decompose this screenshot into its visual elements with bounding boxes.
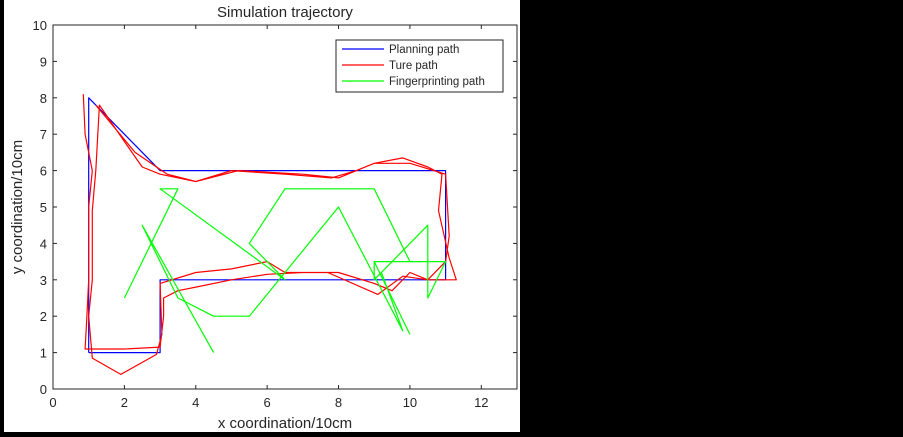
figure: Simulation trajectory 0 2 4 6 8 10 12 0 1 2 3 4 5 6 7 8…: [0, 0, 520, 432]
y-tick-label: 6: [40, 164, 47, 179]
y-tick-label: 9: [40, 54, 47, 69]
legend-label-true: Ture path: [389, 60, 438, 72]
series-line-fingerprinting-path: [123, 188, 447, 353]
y-tick-label: 5: [40, 200, 47, 215]
x-tick-label: 4: [192, 395, 199, 410]
legend-label-fingerprinting: Fingerprinting path: [389, 76, 485, 88]
series-line-ture-path: [82, 94, 457, 375]
series-segment: [373, 261, 411, 335]
y-tick-label: 2: [40, 309, 47, 324]
x-axis-label: x coordination/10cm: [218, 415, 352, 432]
x-tick-label: 6: [264, 395, 271, 410]
y-tick-label: 3: [40, 273, 47, 288]
y-tick-label: 7: [40, 127, 47, 142]
legend-label-planning: Planning path: [389, 44, 459, 56]
y-tick-label: 8: [40, 91, 47, 106]
x-tick-label: 12: [474, 395, 488, 410]
legend: Planning path Ture path Fingerprinting p…: [335, 39, 504, 93]
x-tick-label: 0: [49, 395, 56, 410]
x-tick-label: 2: [121, 395, 128, 410]
chart-title: Simulation trajectory: [217, 4, 353, 21]
y-axis-label: y coordination/10cm: [9, 140, 26, 274]
y-tick-label: 4: [40, 236, 47, 251]
chart: Simulation trajectory 0 2 4 6 8 10 12012345678…: [9, 4, 518, 432]
plot-lines: [82, 94, 457, 375]
y-tick-label: 1: [40, 346, 47, 361]
x-tick-label: 8: [335, 395, 342, 410]
y-tick-label: 10: [33, 18, 47, 33]
x-tick-label: 10: [403, 395, 417, 410]
left-border: [0, 0, 4, 432]
y-tick-label: 0: [40, 382, 47, 397]
